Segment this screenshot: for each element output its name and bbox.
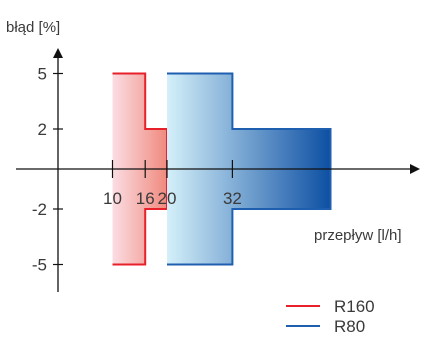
y-axis-title: błąd [%] [6,19,60,36]
y-tick-label--2: -2 [32,200,47,219]
ticks-layer: 10 16 20 32 5 2 -2 -5 [32,65,242,275]
x-axis-title: przepływ [l/h] [314,227,402,244]
legend-label-r80: R80 [334,317,365,336]
legend-label-r160: R160 [334,297,375,316]
y-tick-label--5: -5 [32,256,47,275]
y-tick-label-2: 2 [38,120,47,139]
x-tick-label-10: 10 [103,189,122,208]
x-tick-label-16: 16 [136,189,155,208]
x-tick-label-32: 32 [223,189,242,208]
x-tick-label-20: 20 [158,189,177,208]
y-tick-label-5: 5 [38,65,47,84]
axes-layer [16,48,420,292]
